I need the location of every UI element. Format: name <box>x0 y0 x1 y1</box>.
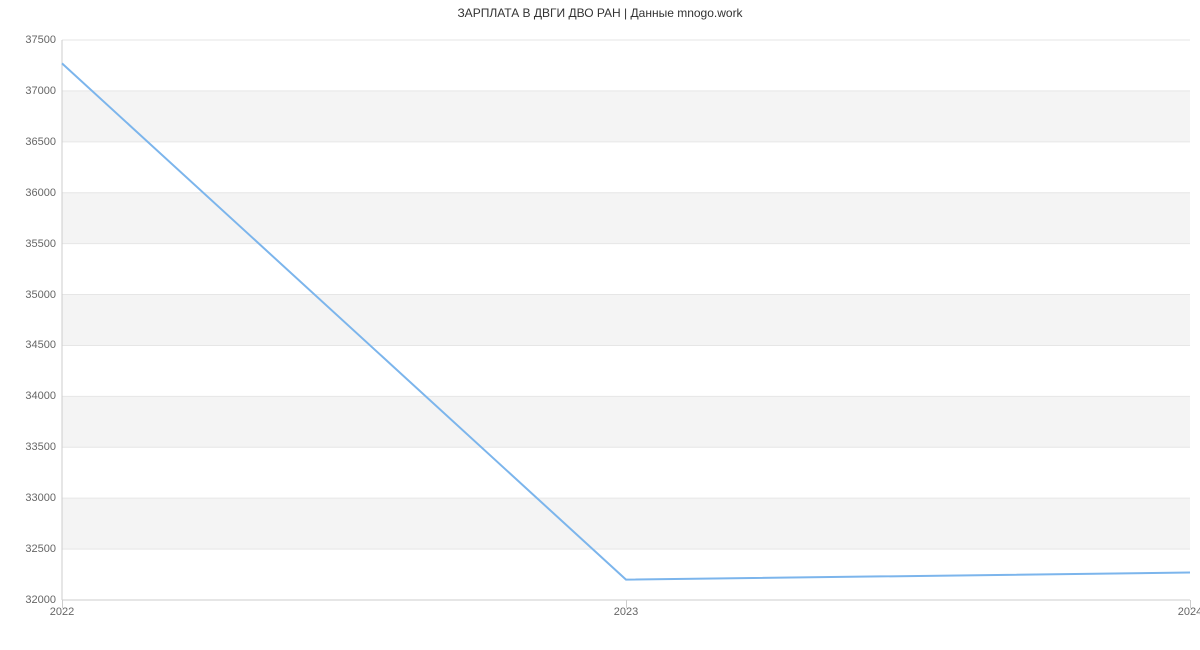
y-tick-label: 36500 <box>25 136 56 148</box>
plot-svg <box>62 40 1190 600</box>
y-tick-label: 32500 <box>25 543 56 555</box>
grid-band <box>62 91 1190 142</box>
y-tick-label: 34500 <box>25 339 56 351</box>
y-tick-label: 32000 <box>25 594 56 606</box>
y-tick-label: 33000 <box>25 492 56 504</box>
chart-title: ЗАРПЛАТА В ДВГИ ДВО РАН | Данные mnogo.w… <box>0 6 1200 20</box>
x-tick-label: 2022 <box>50 606 74 618</box>
y-tick-label: 33500 <box>25 441 56 453</box>
y-tick-label: 37000 <box>25 85 56 97</box>
y-tick-label: 35000 <box>25 289 56 301</box>
x-tick-label: 2023 <box>614 606 638 618</box>
x-tick-label: 2024 <box>1178 606 1200 618</box>
y-tick-label: 34000 <box>25 390 56 402</box>
y-tick-label: 35500 <box>25 238 56 250</box>
grid-band <box>62 396 1190 447</box>
y-tick-label: 37500 <box>25 34 56 46</box>
grid-band <box>62 498 1190 549</box>
grid-band <box>62 295 1190 346</box>
chart-container: ЗАРПЛАТА В ДВГИ ДВО РАН | Данные mnogo.w… <box>0 0 1200 650</box>
y-tick-label: 36000 <box>25 187 56 199</box>
plot-area: 3200032500330003350034000345003500035500… <box>62 40 1190 600</box>
